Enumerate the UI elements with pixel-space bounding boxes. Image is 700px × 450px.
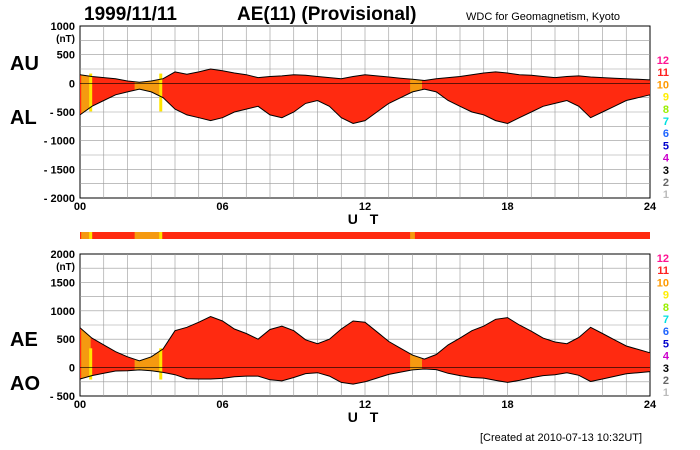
x-tick-label: 00 bbox=[74, 399, 86, 411]
y-tick-label: 1500 bbox=[51, 277, 75, 289]
creation-timestamp: [Created at 2010-07-13 10:32UT] bbox=[480, 432, 643, 444]
x-tick-label: 24 bbox=[644, 399, 657, 411]
legend-item-5: 5 bbox=[663, 140, 669, 152]
y-unit-label: (nT) bbox=[56, 262, 75, 273]
chart-date: 1999/11/11 bbox=[84, 4, 177, 25]
y-tick-label: - 500 bbox=[50, 107, 75, 119]
legend-item-1: 1 bbox=[663, 189, 669, 201]
x-tick-label: 06 bbox=[216, 399, 228, 411]
station-coverage-segment bbox=[81, 232, 91, 239]
filled-area-low-segment bbox=[81, 328, 91, 379]
y-tick-label: 1000 bbox=[51, 306, 75, 318]
y-tick-label: - 1000 bbox=[44, 136, 75, 148]
legend-item-3: 3 bbox=[663, 165, 669, 177]
series-label-au: AU bbox=[10, 53, 39, 75]
series-line-au bbox=[79, 68, 651, 83]
y-tick-label: 1000 bbox=[51, 21, 75, 33]
legend-item-8: 8 bbox=[663, 302, 669, 314]
station-coverage-segment bbox=[89, 232, 93, 239]
station-coverage-segment bbox=[134, 232, 161, 239]
y-tick-label: - 500 bbox=[50, 391, 75, 403]
legend-item-5: 5 bbox=[663, 338, 669, 350]
x-tick-label: 12 bbox=[359, 399, 371, 411]
filled-area-low-segment bbox=[134, 350, 161, 373]
legend-item-8: 8 bbox=[663, 104, 669, 116]
y-unit-label: (nT) bbox=[56, 34, 75, 45]
x-tick-label: 12 bbox=[359, 201, 371, 213]
y-tick-label: 0 bbox=[69, 78, 75, 90]
y-tick-label: - 1500 bbox=[44, 164, 75, 176]
y-tick-label: 500 bbox=[57, 334, 75, 346]
legend-item-7: 7 bbox=[663, 314, 669, 326]
x-tick-label: 24 bbox=[644, 201, 657, 213]
filled-area-yellow-sliver bbox=[89, 348, 93, 380]
legend-item-2: 2 bbox=[663, 177, 669, 189]
legend-item-3: 3 bbox=[663, 363, 669, 375]
filled-area-au-al bbox=[80, 69, 650, 124]
filled-area-yellow-sliver bbox=[89, 73, 93, 112]
x-axis-label: U T bbox=[348, 211, 383, 227]
legend-item-12: 12 bbox=[657, 253, 669, 265]
series-line-al bbox=[79, 88, 651, 125]
filled-area-yellow-sliver bbox=[159, 348, 163, 380]
legend-item-10: 10 bbox=[657, 277, 669, 289]
series-line-ae bbox=[79, 315, 651, 362]
station-coverage-segment bbox=[159, 232, 163, 239]
legend-item-12: 12 bbox=[657, 55, 669, 67]
legend-item-11: 11 bbox=[657, 67, 669, 79]
filled-area-low-segment bbox=[410, 353, 422, 371]
legend-item-4: 4 bbox=[663, 351, 670, 363]
legend-item-2: 2 bbox=[663, 375, 669, 387]
station-coverage-segment bbox=[410, 232, 415, 239]
legend-item-9: 9 bbox=[663, 290, 669, 302]
y-tick-label: - 2000 bbox=[44, 193, 75, 205]
y-tick-label: 0 bbox=[69, 363, 75, 375]
x-axis-label: U T bbox=[348, 409, 383, 425]
legend-item-11: 11 bbox=[657, 265, 669, 277]
filled-area-low-segment bbox=[410, 79, 422, 94]
series-label-ae: AE bbox=[10, 329, 38, 351]
chart-title: AE(11) (Provisional) bbox=[237, 4, 417, 25]
y-tick-label: 500 bbox=[57, 50, 75, 62]
x-tick-label: 18 bbox=[501, 201, 513, 213]
series-line-ao bbox=[79, 368, 651, 385]
x-tick-label: 18 bbox=[501, 399, 513, 411]
legend-item-6: 6 bbox=[663, 128, 669, 140]
legend-item-6: 6 bbox=[663, 326, 669, 338]
series-label-ao: AO bbox=[10, 373, 40, 395]
station-coverage-bar bbox=[80, 232, 650, 239]
filled-area-ae-ao bbox=[80, 316, 650, 385]
legend-item-10: 10 bbox=[657, 79, 669, 91]
x-tick-label: 00 bbox=[74, 201, 86, 213]
legend-item-4: 4 bbox=[663, 153, 670, 165]
series-label-al: AL bbox=[10, 107, 37, 129]
filled-area-low-segment bbox=[81, 74, 91, 114]
y-tick-label: 2000 bbox=[51, 249, 75, 261]
filled-area-yellow-sliver bbox=[159, 73, 163, 112]
legend-item-1: 1 bbox=[663, 387, 669, 399]
legend-item-9: 9 bbox=[663, 92, 669, 104]
legend-item-7: 7 bbox=[663, 116, 669, 128]
x-tick-label: 06 bbox=[216, 201, 228, 213]
data-source: WDC for Geomagnetism, Kyoto bbox=[466, 11, 621, 23]
